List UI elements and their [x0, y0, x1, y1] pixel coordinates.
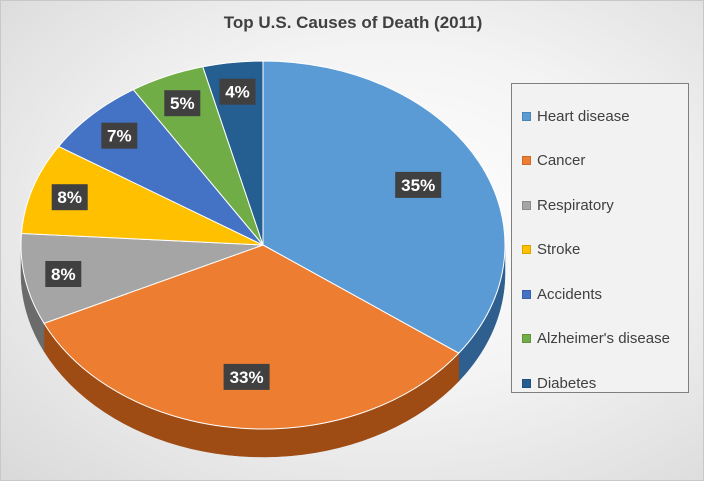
data-label-box: [164, 90, 201, 117]
legend: Heart disease Cancer Respiratory Stroke Acci…: [511, 83, 689, 393]
legend-item: Alzheimer's disease: [522, 317, 688, 362]
pie-slice-cancer[interactable]: [43, 244, 460, 430]
legend-label: Stroke: [537, 241, 581, 259]
legend-swatch: [522, 200, 531, 210]
data-label-box: [223, 363, 270, 390]
data-label: 35%: [395, 171, 442, 198]
legend-label: Diabetes: [537, 374, 597, 392]
legend-label: Accidents: [537, 285, 603, 303]
legend-swatch: [522, 289, 531, 299]
legend-swatch: [522, 156, 531, 166]
legend-label: Respiratory: [537, 196, 614, 214]
legend-swatch: [522, 378, 531, 388]
data-label-box: [51, 184, 88, 211]
pie-slice-diabetes[interactable]: [202, 60, 264, 246]
chart-title: Top U.S. Causes of Death (2011): [223, 13, 483, 32]
data-label-box: [219, 78, 256, 105]
pie-slice-heart-disease[interactable]: [262, 60, 506, 354]
data-label-text: 5%: [170, 94, 195, 113]
data-label: 5%: [164, 90, 201, 117]
data-label: 8%: [51, 184, 88, 211]
data-label-box: [395, 171, 442, 198]
data-label: 4%: [219, 78, 256, 105]
data-label-box: [101, 122, 138, 149]
pie-slice-respiratory[interactable]: [20, 232, 264, 324]
pie-slices: [20, 60, 506, 430]
data-label: 7%: [101, 122, 138, 149]
legend-swatch: [522, 111, 531, 121]
pie-slice-stroke[interactable]: [20, 145, 264, 246]
data-label-text: 33%: [230, 368, 264, 387]
legend-item: Heart disease: [522, 94, 688, 139]
legend-swatch: [522, 245, 531, 255]
legend-label: Alzheimer's disease: [537, 330, 670, 348]
legend-item: Diabetes: [522, 361, 688, 406]
legend-item: Respiratory: [522, 183, 688, 228]
data-label-text: 8%: [57, 188, 82, 207]
legend-item: Cancer: [522, 139, 688, 184]
data-labels: 35% 33% 8% 8% 7% 5% 4%: [45, 78, 442, 390]
data-label-text: 4%: [225, 83, 250, 102]
data-label-text: 7%: [107, 127, 132, 146]
data-label: 8%: [45, 261, 82, 287]
data-label-text: 8%: [51, 265, 76, 284]
data-label-box: [45, 261, 82, 287]
data-label-text: 35%: [401, 176, 435, 195]
legend-label: Heart disease: [537, 107, 630, 125]
legend-swatch: [522, 334, 531, 344]
data-label: 33%: [223, 363, 270, 390]
legend-item: Stroke: [522, 228, 688, 273]
legend-item: Accidents: [522, 272, 688, 317]
legend-label: Cancer: [537, 152, 586, 170]
